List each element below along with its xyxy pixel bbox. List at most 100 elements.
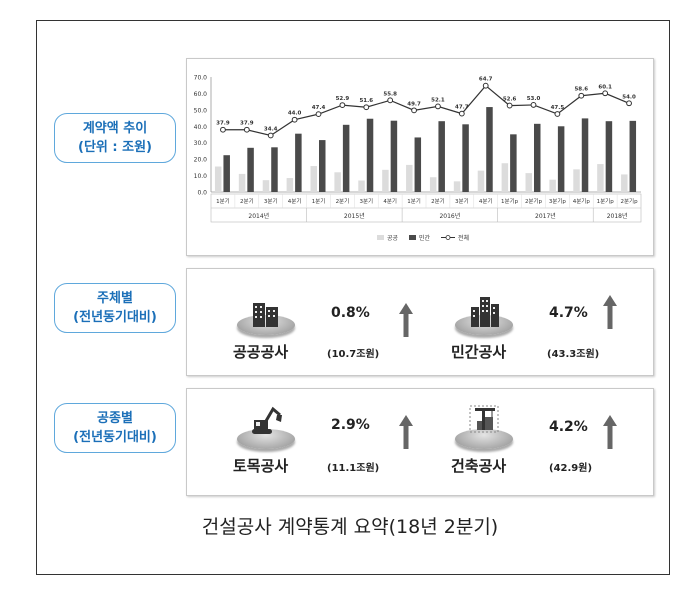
civil-works-amount: (11.1조원)	[327, 463, 380, 474]
total-point	[458, 110, 465, 117]
up-arrow-icon	[399, 303, 413, 341]
owner-panel: 공공공사 0.8% (10.7조원) 민간공사 4.7%	[186, 268, 654, 376]
total-point	[243, 126, 250, 133]
total-point	[315, 111, 322, 118]
y-tick-label: 10.0	[194, 173, 208, 180]
private-works-item: 민간공사 4.7% (43.3조원)	[421, 269, 653, 375]
civil-works-label: 토목공사	[233, 457, 289, 475]
total-data-label: 49.7	[407, 101, 421, 107]
y-tick-label: 60.0	[194, 91, 208, 98]
up-arrow-icon	[399, 415, 413, 453]
trend-label-title: 계약액 추이	[82, 121, 148, 136]
total-point	[411, 107, 417, 114]
total-data-label: 52.6	[503, 97, 517, 103]
outer-frame	[36, 20, 670, 575]
x-tick-label: 3분기	[455, 197, 469, 205]
y-tick-label: 50.0	[194, 107, 208, 114]
private-bar	[438, 121, 445, 192]
x-tick-label: 2분기	[431, 197, 445, 205]
public-bar	[382, 169, 389, 192]
owner-label-sub: (전년동기대비)	[73, 310, 157, 325]
private-bar	[629, 120, 637, 192]
year-group-label: 2017년	[535, 212, 556, 220]
work-label-title: 공종별	[97, 411, 133, 426]
x-tick-label: 3분기p	[549, 197, 567, 205]
trend-label-unit: (단위 : 조원)	[78, 140, 152, 155]
contract-trend-chart: 0.0 10.0 20.0 30.0 40.0 50.0 60.0 70.0 37.9 37.9 3…	[194, 75, 642, 242]
y-tick-label: 70.0	[194, 75, 208, 82]
excavator-icon	[249, 405, 283, 441]
public-bar	[262, 180, 270, 192]
private-works-amount: (43.3조원)	[547, 349, 600, 360]
construction-crane-icon	[467, 403, 501, 439]
work-label-pill: 공종별 (전년동기대비)	[54, 403, 176, 453]
x-tick-label: 1분기	[216, 197, 230, 205]
private-bar	[486, 107, 493, 192]
x-tick-label: 3분기	[264, 197, 278, 205]
x-tick-label: 1분기p	[501, 197, 519, 205]
work-label-sub: (전년동기대비)	[73, 430, 157, 445]
public-bar	[477, 170, 485, 192]
x-tick-label: 3분기	[359, 197, 373, 205]
trend-label-pill: 계약액 추이 (단위 : 조원)	[54, 113, 176, 163]
year-group-label: 2014년	[248, 212, 269, 220]
legend-swatch-private	[409, 235, 416, 240]
total-data-label: 52.1	[431, 97, 445, 103]
total-data-label: 44.0	[288, 111, 302, 117]
total-point	[578, 92, 585, 99]
building-works-amount: (42.9원)	[549, 463, 593, 474]
private-bar	[605, 121, 613, 192]
public-bar	[214, 166, 222, 192]
x-tick-label: 1분기	[312, 197, 326, 205]
x-tick-label: 4분기	[288, 197, 302, 205]
legend-label-total: 전체	[458, 234, 469, 242]
private-bar	[295, 133, 302, 192]
public-bar	[334, 172, 341, 192]
public-bar	[310, 166, 317, 192]
private-bar	[319, 140, 326, 192]
total-line	[222, 84, 630, 137]
total-point	[220, 126, 226, 133]
private-bar	[581, 118, 589, 192]
total-data-label: 54.0	[622, 94, 636, 100]
x-tick-label: 2분기p	[525, 197, 543, 205]
public-bar	[286, 178, 294, 192]
total-point	[506, 102, 513, 109]
x-tick-label: 1분기p	[597, 197, 615, 205]
total-point	[554, 111, 561, 117]
public-bar	[406, 164, 413, 192]
private-bar	[342, 124, 350, 192]
total-point	[363, 104, 370, 111]
work-type-panel: 토목공사 2.9% (11.1조원) 건축공사 4.2% (42.9원)	[186, 388, 654, 496]
private-bar	[510, 134, 517, 192]
x-tick-label: 1분기	[407, 197, 421, 205]
public-bar	[358, 180, 365, 192]
total-data-label: 34.4	[264, 126, 278, 132]
chart-panel: 0.0 10.0 20.0 30.0 40.0 50.0 60.0 70.0 37.9 37.9 3…	[186, 58, 654, 256]
x-tick-label: 2분기	[240, 197, 254, 205]
x-tick-label: 4분기p	[573, 197, 591, 205]
total-data-label: 55.8	[383, 91, 397, 97]
public-bar	[573, 169, 580, 192]
public-bar	[621, 174, 628, 192]
total-data-label: 47.4	[312, 105, 326, 111]
year-group-label: 2015년	[344, 212, 365, 220]
public-bar	[238, 173, 246, 192]
city-buildings-icon	[469, 295, 501, 333]
total-point	[339, 102, 346, 108]
public-bar	[501, 163, 509, 192]
x-tick-label: 2분기p	[620, 197, 638, 205]
y-tick-label: 0.0	[197, 190, 207, 197]
private-bar	[271, 147, 278, 192]
legend-label-private: 민간	[419, 234, 431, 242]
icon-pedestal	[237, 429, 295, 449]
up-arrow-icon	[603, 295, 617, 333]
total-data-label: 47.7	[455, 105, 469, 111]
building-works-label: 건축공사	[451, 457, 507, 475]
building-works-item: 건축공사 4.2% (42.9원)	[421, 389, 653, 495]
public-works-label: 공공공사	[233, 343, 289, 361]
y-tick-label: 40.0	[194, 124, 208, 131]
private-bar	[462, 124, 469, 192]
up-arrow-icon	[603, 415, 617, 453]
total-point	[626, 100, 632, 107]
